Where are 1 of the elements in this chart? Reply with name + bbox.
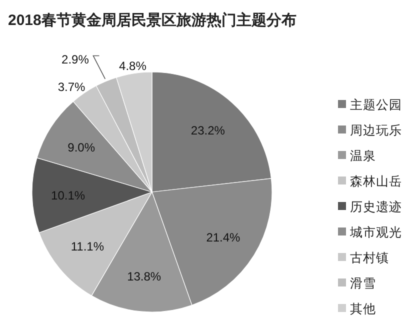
title: 2018春节黄金周居民景区旅游热门主题分布 <box>8 12 296 29</box>
